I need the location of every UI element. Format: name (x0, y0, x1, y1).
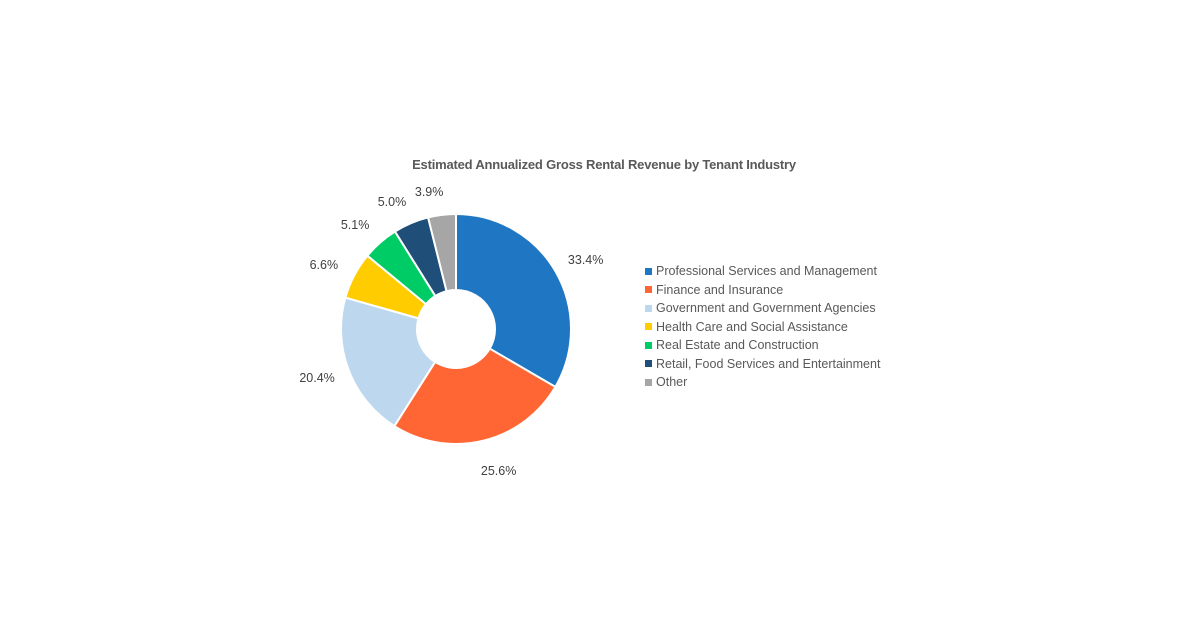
legend-item: Other (645, 373, 880, 392)
legend-marker (645, 341, 652, 349)
pie-slice (340, 296, 437, 428)
legend-marker (645, 378, 652, 386)
legend-item: Real Estate and Construction (645, 336, 880, 355)
legend: Professional Services and Management Fin… (645, 262, 880, 392)
legend-label: Health Care and Social Assistance (656, 319, 848, 334)
slice-percent-label: 6.6% (309, 257, 339, 272)
pie-slice (392, 347, 557, 445)
legend-item: Professional Services and Management (645, 262, 880, 281)
slice-percent-label: 5.0% (377, 195, 407, 209)
legend-label: Government and Government Agencies (656, 301, 876, 316)
legend-item: Health Care and Social Assistance (645, 318, 880, 337)
legend-item: Finance and Insurance (645, 281, 880, 300)
pie-slice (455, 212, 572, 389)
legend-marker (645, 323, 652, 331)
legend-marker (645, 267, 652, 275)
slice-percent-label: 20.4% (299, 371, 335, 386)
legend-marker (645, 360, 652, 368)
chart-title: Estimated Annualized Gross Rental Revenu… (412, 157, 796, 172)
slice-percent-label: 5.1% (340, 218, 370, 233)
legend-item: Government and Government Agencies (645, 299, 880, 318)
legend-label: Professional Services and Management (656, 264, 877, 279)
slice-percent-label: 25.6% (480, 464, 517, 479)
legend-item: Retail, Food Services and Entertainment (645, 355, 880, 374)
legend-label: Retail, Food Services and Entertainment (656, 356, 881, 371)
legend-marker (645, 304, 652, 312)
slice-percent-label: 33.4% (567, 253, 604, 268)
slice-percent-label: 3.9% (414, 185, 444, 200)
legend-label: Other (656, 375, 688, 390)
legend-label: Finance and Insurance (656, 282, 784, 297)
legend-label: Real Estate and Construction (656, 338, 819, 353)
legend-marker (645, 286, 652, 294)
pie-slice (426, 212, 457, 293)
